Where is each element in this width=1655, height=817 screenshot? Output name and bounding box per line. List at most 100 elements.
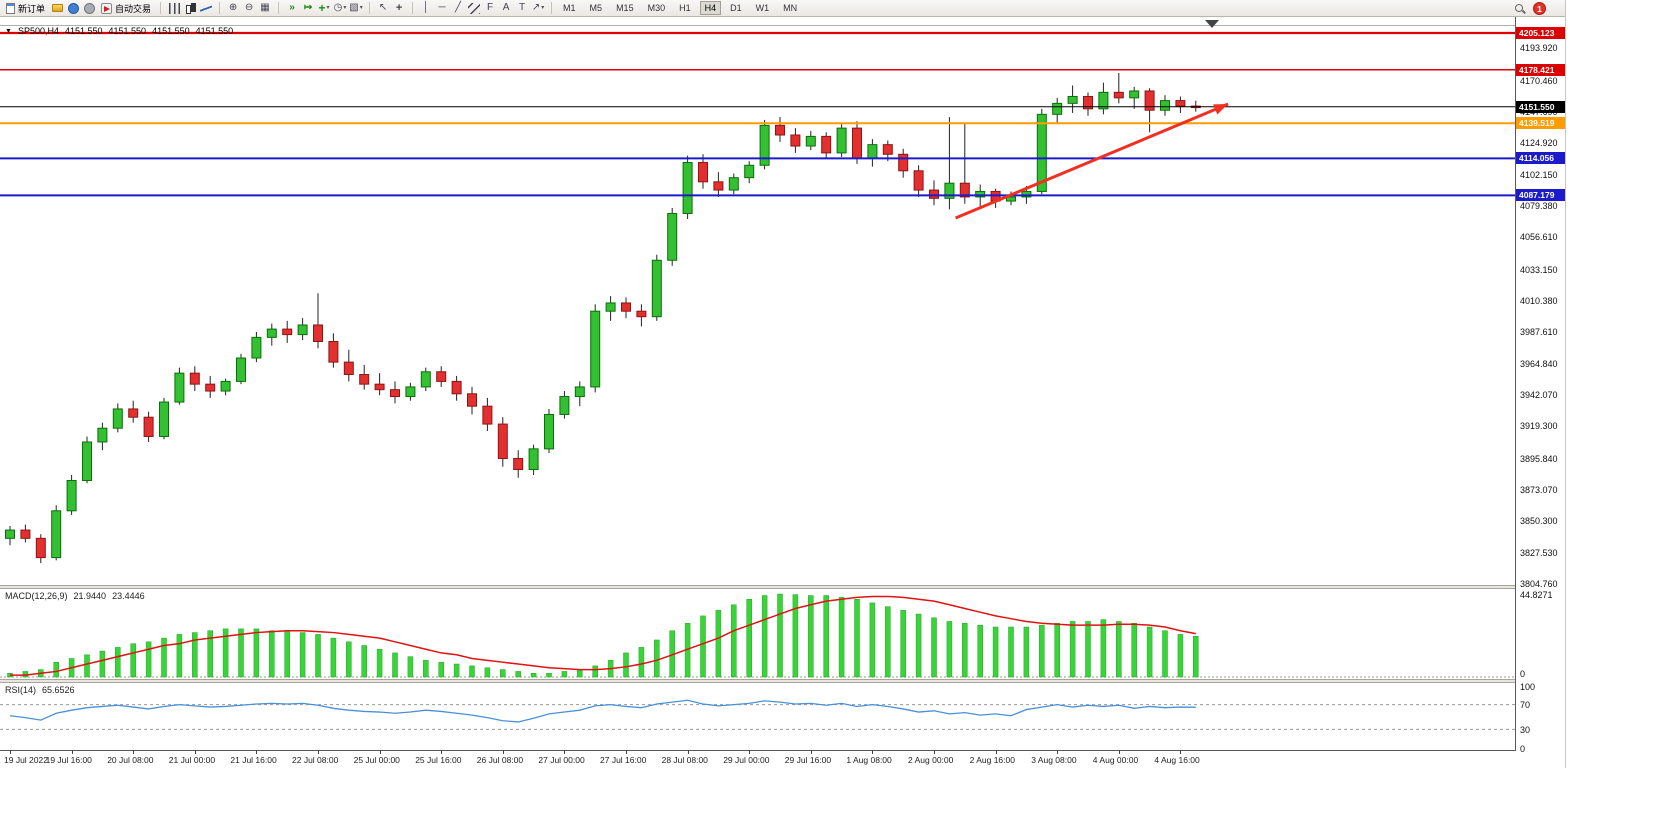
- price-level-badge: 4139.519: [1516, 117, 1565, 130]
- timeframe-button-m5[interactable]: M5: [585, 1, 608, 15]
- auto-scroll-icon[interactable]: »: [289, 2, 295, 13]
- toolbar-separator: [160, 2, 162, 14]
- ohlc-low: 4151.550: [152, 26, 190, 36]
- time-tick-mark: [934, 750, 935, 754]
- vertical-line-icon[interactable]: │: [422, 2, 430, 13]
- time-tick-label: 19 Jul 16:00: [45, 755, 92, 765]
- crosshair-icon[interactable]: +: [395, 1, 403, 14]
- line-chart-icon[interactable]: [199, 1, 213, 15]
- price-level-badge: 4205.123: [1516, 26, 1565, 39]
- price-tick-label: 4010.380: [1520, 296, 1558, 307]
- periods-icon[interactable]: ◷ ▾: [333, 2, 347, 13]
- new-order-button[interactable]: 新订单: [3, 1, 48, 16]
- rsi-name: RSI(14): [5, 685, 37, 695]
- templates-icon[interactable]: ▧ ▾: [349, 2, 363, 13]
- indicators-icon[interactable]: + ▾: [318, 1, 330, 15]
- price-tick-label: 3987.610: [1520, 327, 1558, 338]
- timeframe-button-d1[interactable]: D1: [725, 1, 747, 15]
- label-icon[interactable]: T: [518, 2, 526, 13]
- price-tick-label: 3873.070: [1520, 485, 1558, 496]
- time-tick-mark: [133, 750, 135, 754]
- alerts-icon[interactable]: [82, 1, 96, 15]
- time-tick-label: 3 Aug 08:00: [1031, 755, 1077, 765]
- new-order-label: 新订单: [18, 3, 46, 14]
- timeframe-button-h1[interactable]: H1: [674, 1, 696, 15]
- zoom-in-icon[interactable]: ⊕: [228, 2, 238, 13]
- cursor-icon[interactable]: ↖: [378, 2, 388, 13]
- timeframe-button-m15[interactable]: M15: [611, 1, 639, 15]
- time-axis-line: [0, 750, 1565, 751]
- notification-badge[interactable]: 1: [1533, 2, 1546, 15]
- new-order-icon: [6, 2, 15, 14]
- charts-icon[interactable]: [50, 1, 64, 15]
- price-level-badge: 4087.179: [1516, 189, 1565, 202]
- timeframe-button-mn[interactable]: MN: [778, 1, 802, 15]
- time-tick-label: 27 Jul 00:00: [538, 755, 585, 765]
- time-tick-mark: [749, 750, 751, 754]
- price-axis[interactable]: 44.8271 0 100 70 30 0 4193.920 4170.460 41…: [1515, 17, 1565, 754]
- macd-axis-max: 44.8271: [1520, 590, 1553, 600]
- price-tick-label: 4193.920: [1520, 43, 1558, 54]
- ohlc-close: 4151.550: [195, 26, 234, 36]
- rsi-pane[interactable]: [0, 683, 1515, 750]
- tile-windows-icon[interactable]: ▦: [260, 2, 270, 13]
- time-tick-label: 25 Jul 00:00: [353, 755, 400, 765]
- text-icon[interactable]: A: [502, 2, 510, 13]
- macd-main-value: 21.9440: [73, 591, 107, 601]
- toolbar-separator: [551, 2, 553, 14]
- toolbar: 新订单 自动交易 ⊕ ⊖ ▦ » ↦ + ▾ ◷ ▾ ▧ ▾ ↖ + │ ─ ╱ F …: [0, 0, 1565, 17]
- candlestick-icon[interactable]: [183, 1, 197, 15]
- time-tick-mark: [1057, 750, 1059, 754]
- chart-shift-marker[interactable]: [1205, 20, 1219, 28]
- toolbar-right-group: 1: [1514, 2, 1546, 15]
- price-tick-label: 3850.300: [1520, 516, 1558, 527]
- time-tick-label: 22 Jul 08:00: [292, 755, 339, 765]
- symbol-timeframe-label: SP500,H4: [17, 26, 59, 36]
- time-axis[interactable]: 19 Jul 2022 19 Jul 16:00 20 Jul 08:00 21 Ju…: [0, 750, 1515, 768]
- timeframe-button-m30[interactable]: M30: [643, 1, 671, 15]
- ohlc-high: 4151.550: [108, 26, 147, 36]
- timeframe-button-h4[interactable]: H4: [699, 1, 722, 15]
- macd-name: MACD(12,26,9): [5, 591, 68, 601]
- rsi-axis-0: 0: [1520, 744, 1526, 754]
- macd-pane[interactable]: [0, 589, 1515, 679]
- price-tick-label: 3895.840: [1520, 453, 1558, 464]
- price-tick-label: 3919.300: [1520, 421, 1558, 432]
- channel-icon[interactable]: [467, 1, 481, 15]
- main-chart[interactable]: [0, 18, 1515, 585]
- trendline-icon[interactable]: ╱: [455, 2, 462, 13]
- search-icon[interactable]: [1514, 3, 1526, 15]
- horizontal-line-icon[interactable]: ─: [438, 2, 446, 13]
- symbol-dropdown-arrow[interactable]: ▼: [5, 27, 12, 35]
- ohlc-open: 4151.550: [64, 26, 103, 36]
- current-price-badge: 4151.550: [1516, 100, 1565, 113]
- price-tick-label: 4056.610: [1520, 232, 1558, 243]
- timeframe-button-w1[interactable]: W1: [751, 1, 775, 15]
- toolbar-separator: [369, 2, 371, 14]
- time-tick-label: 2 Aug 00:00: [908, 755, 954, 765]
- time-tick-label: 26 Jul 08:00: [476, 755, 524, 765]
- toolbar-separator: [219, 2, 221, 14]
- fibonacci-icon[interactable]: F: [486, 2, 494, 13]
- chart-ohlc-label: ▼ SP500,H4 4151.550 4151.550 4151.550 41…: [5, 26, 233, 36]
- time-tick-label: 21 Jul 00:00: [168, 755, 216, 765]
- price-tick-label: 4033.150: [1520, 264, 1558, 275]
- time-tick-mark: [810, 750, 812, 754]
- price-tick-label: 3964.840: [1520, 358, 1558, 369]
- time-tick-mark: [318, 750, 319, 754]
- price-level-badge: 4178.421: [1516, 63, 1565, 76]
- time-tick-mark: [687, 750, 689, 754]
- pane-splitter[interactable]: [0, 585, 1565, 589]
- timeframe-button-m1[interactable]: M1: [558, 1, 581, 15]
- community-icon[interactable]: [66, 1, 80, 15]
- pane-splitter[interactable]: [0, 679, 1565, 683]
- autotrading-icon: [101, 2, 113, 14]
- zoom-out-icon[interactable]: ⊖: [244, 2, 254, 13]
- chart-shift-icon[interactable]: ↦: [303, 2, 313, 13]
- arrows-icon[interactable]: ↗ ▾: [531, 2, 545, 13]
- window-right-border: [1565, 0, 1566, 768]
- autotrading-button[interactable]: 自动交易: [98, 1, 154, 16]
- bar-chart-icon[interactable]: [167, 1, 181, 15]
- trend-arrow[interactable]: [954, 102, 1229, 220]
